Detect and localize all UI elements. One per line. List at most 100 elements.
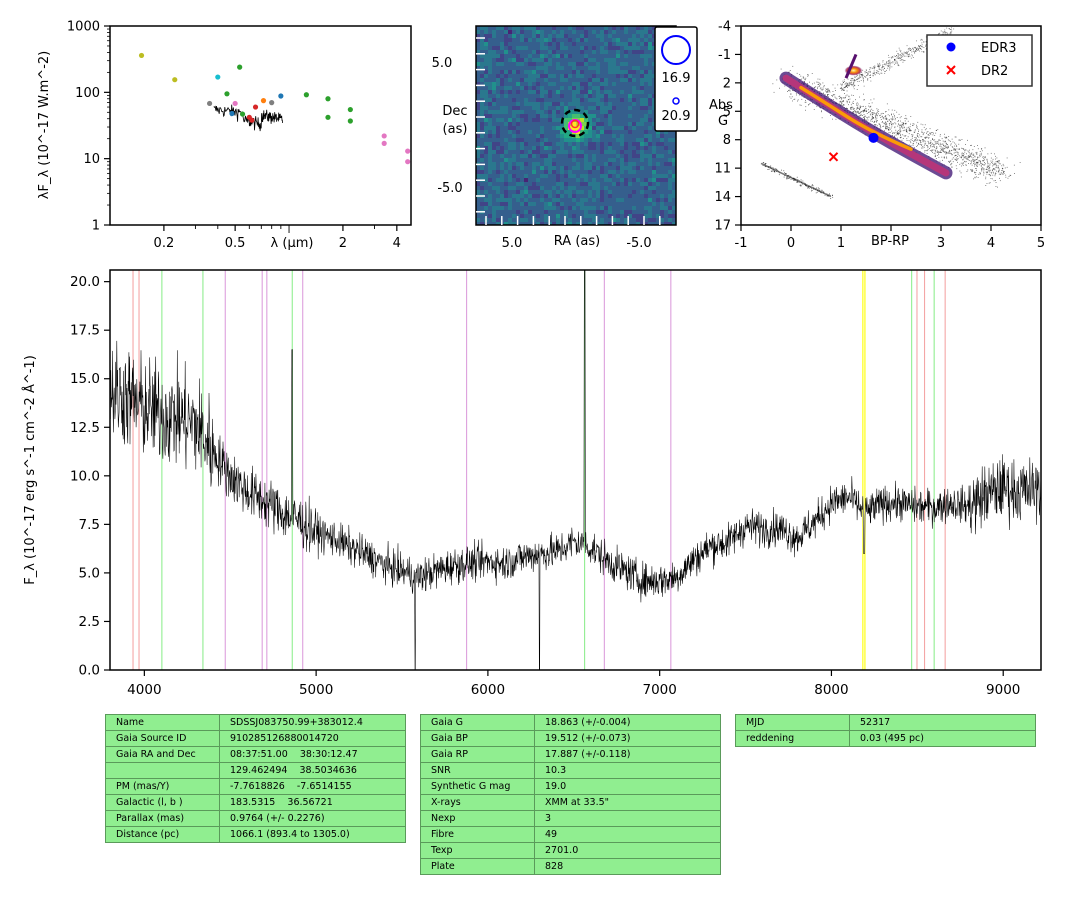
info-table-1: Name SDSSJ083750.99+383012.4 Gaia Source I… [105,714,406,843]
image-legend-circle-small [672,97,680,105]
table-row: Texp 2701.0 [420,842,721,859]
cmd-ytick-label: 11 [714,162,731,177]
cmd-main-sequence-core [799,85,913,151]
spectrum-ylabel: F_λ (10^-17 erg s^-1 cm^-2 Å^-1) [22,355,38,585]
sed-point [303,92,309,98]
cmd-panel: -1 0 1 3 4 5 -4 -1 2 5 8 11 14 17 Abs G BP-RP EDR3 DR… [709,20,1045,252]
cmd-legend-edr3-label: EDR3 [981,41,1017,56]
table-row: PM (mas/Y) -7.7618826 -7.6514155 [105,778,406,795]
sed-ytick-label: 1 [92,219,100,234]
cmd-xtick-label: 3 [937,236,945,251]
image-xtick-left: 5.0 [502,236,523,251]
sed-point [232,100,238,107]
table-key: Parallax (mas) [105,810,220,827]
table-value: -7.7618826 -7.6514155 [219,778,406,795]
sed-point [172,77,178,83]
sed-point [405,159,411,165]
image-xlabel: RA (as) [554,234,600,249]
spectrum-xtick-label: 4000 [127,682,161,698]
table-key: Gaia G [420,714,535,731]
table-key: Nexp [420,810,535,827]
sed-ytick-label: 1000 [67,20,100,35]
table-value: 10.3 [534,762,721,779]
sed-xtick-label: 4 [393,236,401,251]
sed-xtick-label: 0.5 [225,236,246,251]
cmd-xlabel: BP-RP [871,234,909,249]
sed-point [347,118,353,124]
table-value: 52317 [849,714,1036,731]
spectrum-ytick-label: 5.0 [79,565,100,581]
table-key: PM (mas/Y) [105,778,220,795]
sed-plot-area [138,52,411,165]
sed-point [206,100,213,107]
image-legend-mag-2: 20.9 [662,109,691,124]
table-row: Synthetic G mag 19.0 [420,778,721,795]
spectrum-ytick-label: 12.5 [70,420,100,436]
cmd-ytick-label: 5 [723,105,731,120]
table-key: SNR [420,762,535,779]
sed-point [278,93,284,99]
table-value: 18.863 (+/-0.004) [534,714,721,731]
sed-ytick-label: 100 [75,86,100,101]
spectrum-ytick-label: 15.0 [70,371,100,387]
sed-point [325,114,331,120]
table-row: SNR 10.3 [420,762,721,779]
cmd-ytick-label: 2 [723,76,731,91]
table-key: Distance (pc) [105,826,220,843]
sed-point [325,96,331,102]
sed-point [215,74,221,80]
image-source-marker [570,119,580,129]
sed-xlabel: λ (μm) [271,236,314,251]
sed-point [229,110,235,117]
cmd-giant-branch [844,53,858,79]
cmd-legend-dr2-label: DR2 [981,64,1008,79]
table-value: XMM at 33.5" [534,794,721,811]
cmd-plot-area [760,27,1021,199]
table-row: Gaia RA and Dec 08:37:51.00 38:30:12.47 [105,746,406,763]
cmd-xtick-label: 0 [787,236,795,251]
table-key: Gaia RP [420,746,535,763]
image-pixels [476,26,676,225]
table-key: Texp [420,842,535,859]
table-value: 910285126880014720 [219,730,406,747]
table-key: Gaia BP [420,730,535,747]
table-value: SDSSJ083750.99+383012.4 [219,714,406,731]
table-value: 129.462494 38.5034636 [219,762,406,779]
table-row: Name SDSSJ083750.99+383012.4 [105,714,406,731]
sed-frame [109,25,412,226]
spectrum-xtick-label: 5000 [299,682,333,698]
table-key: Plate [420,858,535,875]
table-row: Fibre 49 [420,826,721,843]
cmd-xtick-label: 1 [837,236,845,251]
sed-point [269,100,275,106]
table-key: Gaia Source ID [105,730,220,747]
image-ytick-top: 5.0 [432,56,453,71]
cmd-ytick-label: 14 [714,190,731,205]
table-value: 828 [534,858,721,875]
table-row: Gaia RP 17.887 (+/-0.118) [420,746,721,763]
image-xtick-right: -5.0 [626,236,651,251]
cmd-ytick-label: 17 [714,219,731,234]
spectrum-ytick-label: 0.0 [79,663,100,679]
sed-ylabel: λF_λ (10^-17 W.m^-2) [37,51,52,199]
spectrum-ytick-label: 17.5 [70,323,100,339]
table-value: 1066.1 (893.4 to 1305.0) [219,826,406,843]
cmd-axes: -1 0 1 3 4 5 -4 -1 2 5 8 11 14 17 [714,20,1045,252]
cmd-edr3-point [868,132,879,143]
cmd-ylabel-line1: Abs [709,98,733,113]
table-key: Synthetic G mag [420,778,535,795]
sed-xtick-label: 0.2 [154,236,175,251]
spectrum-xtick-label: 9000 [986,682,1020,698]
sed-point [252,104,259,110]
table-row: Gaia G 18.863 (+/-0.004) [420,714,721,731]
sed-point [249,117,255,123]
image-target-dashed-circle [560,108,590,138]
spectrum-ytick-label: 10.0 [70,468,100,484]
spectrum-ytick-label: 2.5 [79,614,100,630]
sed-point [405,148,411,154]
table-key: MJD [735,714,850,731]
table-row: Plate 828 [420,858,721,875]
table-value: 19.512 (+/-0.073) [534,730,721,747]
image-panel: 5.0 -5.0 Dec (as) 5.0 -5.0 RA (as) 16.9 … [432,25,698,251]
table-row: Gaia BP 19.512 (+/-0.073) [420,730,721,747]
